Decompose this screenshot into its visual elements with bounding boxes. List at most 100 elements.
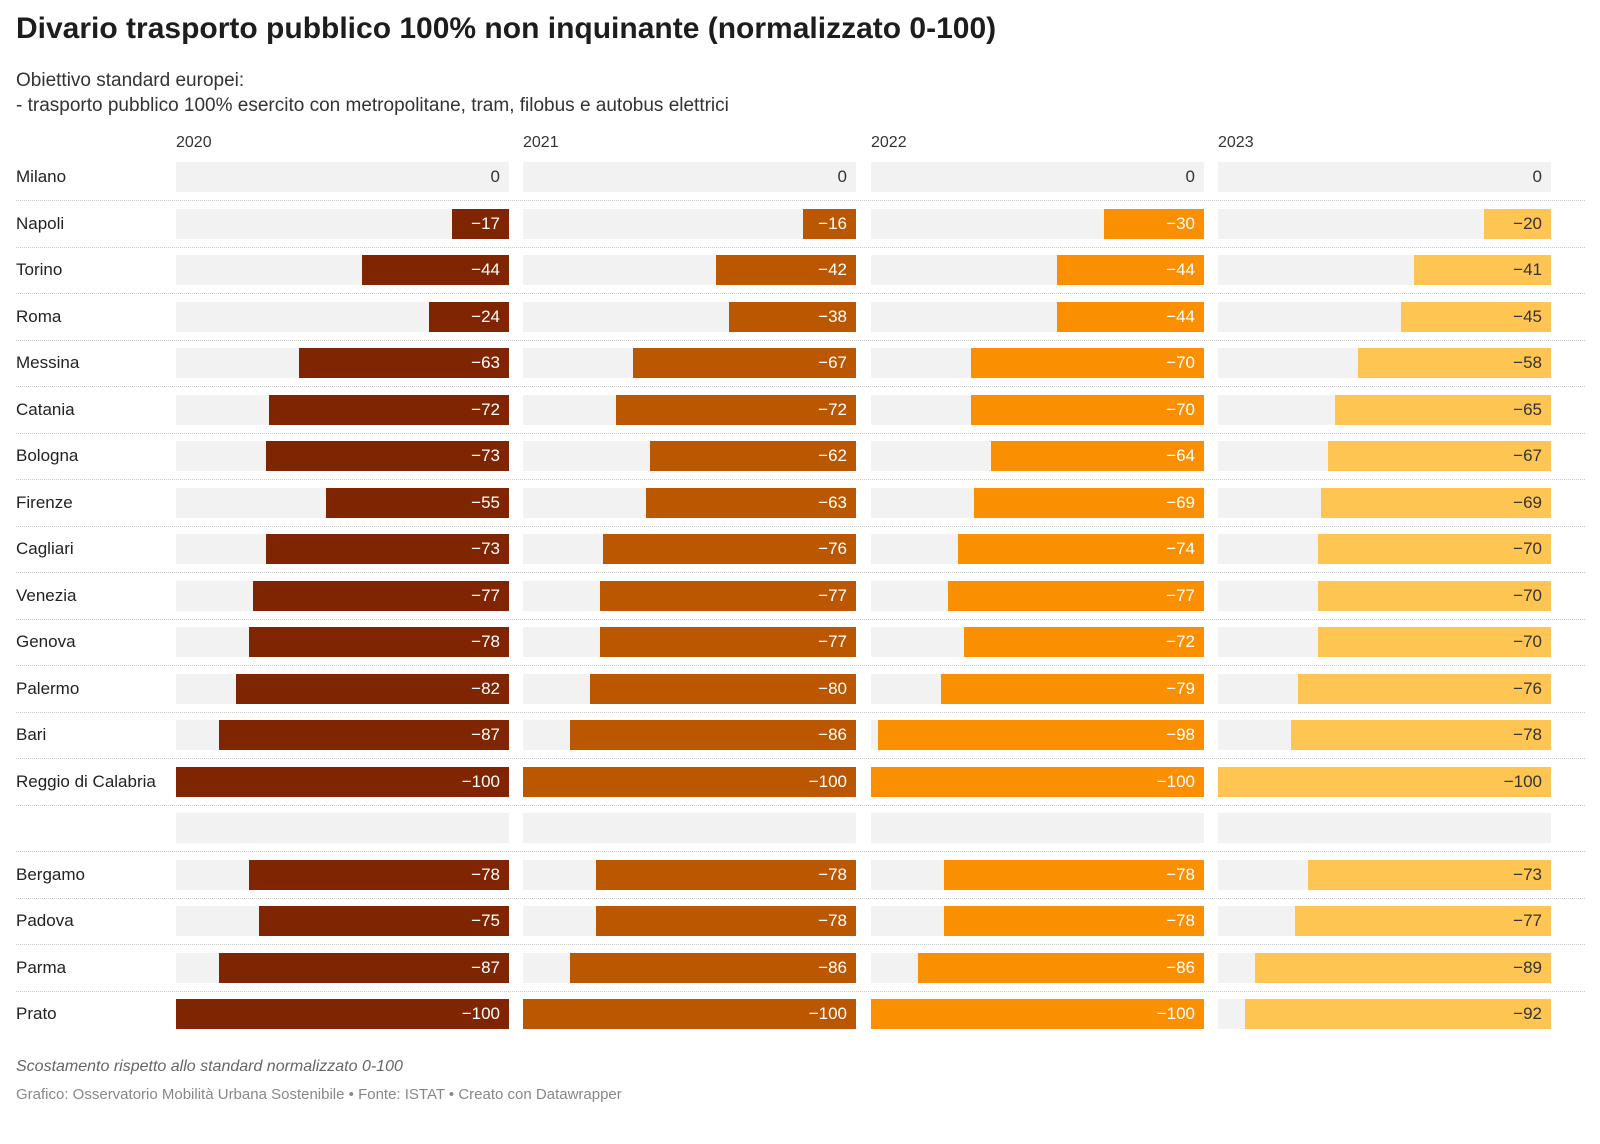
- bar-track: −92: [1218, 999, 1551, 1029]
- bar-track: −24: [176, 301, 509, 332]
- bar: [729, 301, 856, 332]
- column-header-2023: 2023: [1218, 134, 1254, 151]
- data-label: −100: [1156, 1004, 1195, 1023]
- bar-track: −72: [176, 394, 509, 425]
- bar: [616, 394, 856, 425]
- data-label: −16: [818, 213, 847, 233]
- chart-title: Divario trasporto pubblico 100% non inqu…: [16, 12, 997, 45]
- row-label: Padova: [16, 911, 74, 930]
- data-label: −67: [1513, 446, 1542, 465]
- data-label: −41: [1513, 260, 1542, 279]
- bar-track: −20: [1218, 208, 1551, 239]
- data-label: −79: [1166, 678, 1195, 698]
- row-separator: [16, 804, 1585, 806]
- row-label: Reggio di Calabria: [16, 771, 156, 791]
- bar: [259, 906, 509, 936]
- row-label: Roma: [16, 306, 62, 326]
- bar-track: −58: [1218, 348, 1551, 378]
- bar-track: 0: [523, 162, 856, 192]
- data-label: −24: [471, 306, 500, 326]
- bar: [523, 766, 856, 797]
- row-label: Bari: [16, 725, 47, 744]
- bar: [589, 673, 856, 704]
- data-label: −78: [818, 864, 847, 884]
- data-label: −78: [1513, 725, 1542, 744]
- bar: [940, 673, 1204, 704]
- bar-track: −63: [523, 487, 856, 518]
- row-separator: [16, 339, 1585, 341]
- bar-track: −69: [871, 487, 1204, 518]
- bar: [944, 906, 1204, 936]
- bar-track: −78: [871, 906, 1204, 936]
- bar: [569, 720, 856, 750]
- data-label: −44: [471, 260, 500, 279]
- bar-track: [1218, 813, 1551, 843]
- bar: [265, 441, 509, 471]
- data-label: −74: [1166, 539, 1195, 558]
- bar-track: −44: [871, 255, 1204, 285]
- bar: [957, 534, 1204, 564]
- row-separator: [16, 386, 1585, 387]
- bar: [265, 534, 509, 564]
- bar-track: −70: [1218, 627, 1551, 657]
- row-separator: [16, 572, 1585, 573]
- bar: [632, 348, 856, 378]
- data-label: −77: [818, 632, 847, 651]
- bar: [871, 766, 1204, 797]
- bar-track: −44: [176, 255, 509, 285]
- row-label: Venezia: [16, 585, 77, 605]
- data-label: −38: [818, 306, 847, 326]
- bar-track: −67: [1218, 441, 1551, 471]
- bar: [1317, 580, 1551, 611]
- row-separator: [16, 851, 1585, 852]
- bar: [649, 441, 856, 471]
- row-separator: [16, 711, 1585, 713]
- bar-track: −16: [523, 208, 856, 239]
- bar-track: −89: [1218, 952, 1551, 983]
- bar-track: −38: [523, 301, 856, 332]
- subtitle-line-1: Obiettivo standard europei:: [16, 70, 245, 91]
- data-label: −64: [1166, 446, 1195, 465]
- bar: [452, 208, 509, 239]
- bar: [602, 534, 856, 564]
- bar: [974, 487, 1204, 518]
- bar-track: −74: [871, 534, 1204, 564]
- bar-track: −73: [176, 534, 509, 564]
- bar: [599, 580, 856, 611]
- bar-track: −63: [176, 348, 509, 378]
- bar-track: −77: [523, 627, 856, 657]
- bar-track: −77: [176, 580, 509, 611]
- row-label: Prato: [16, 1004, 57, 1023]
- bar-track: 0: [176, 162, 509, 192]
- bar: [990, 441, 1204, 471]
- row-label: Parma: [16, 957, 67, 977]
- data-label: −44: [1166, 260, 1195, 279]
- bar-track: −77: [1218, 906, 1551, 936]
- bar-track: −78: [176, 859, 509, 890]
- bar: [1317, 534, 1551, 564]
- row-label: Palermo: [16, 678, 80, 698]
- bar: [646, 487, 856, 518]
- bar-track: −73: [1218, 859, 1551, 890]
- bar: [325, 487, 509, 518]
- bar: [596, 906, 856, 936]
- data-label: −58: [1513, 353, 1542, 372]
- bar-track: −44: [871, 301, 1204, 332]
- row-separator: [16, 618, 1585, 620]
- bar-track: −64: [871, 441, 1204, 471]
- bar-track: −67: [523, 348, 856, 378]
- bar: [1244, 999, 1551, 1029]
- data-label: −78: [1166, 864, 1195, 884]
- data-label: −86: [1166, 957, 1195, 977]
- data-label: −70: [1513, 632, 1542, 651]
- data-label: −45: [1513, 306, 1542, 326]
- data-label: −17: [471, 213, 500, 233]
- bar-track: −87: [176, 952, 509, 983]
- data-label: −86: [818, 725, 847, 744]
- bar-track: −100: [176, 999, 509, 1029]
- bar: [1414, 255, 1551, 285]
- data-label: −78: [471, 864, 500, 884]
- data-label: −92: [1513, 1004, 1542, 1023]
- bar-track: −100: [871, 766, 1204, 797]
- data-label: −73: [1513, 864, 1542, 884]
